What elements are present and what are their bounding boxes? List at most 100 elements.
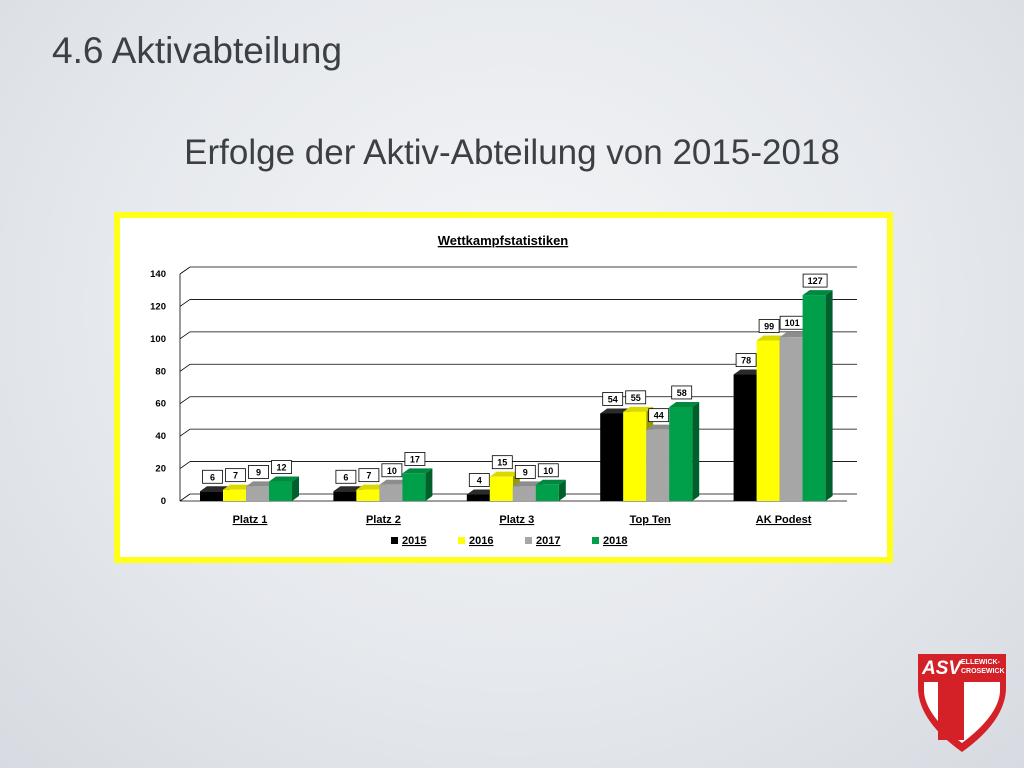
grid-depth-line: [179, 363, 191, 372]
y-tick-label: 20: [155, 464, 166, 475]
legend-label: 2017: [536, 535, 560, 547]
chart-frame: Wettkampfstatistiken 0 20 40 60 80 100 120 140 6 7…: [114, 212, 893, 563]
data-label-box: [248, 465, 269, 479]
legend-swatch: [458, 537, 465, 544]
logo-white-stripe: [938, 682, 964, 740]
data-label-box: [381, 463, 403, 478]
data-label: 6: [210, 472, 215, 482]
grid-depth-line: [179, 461, 191, 469]
y-tick-label: 140: [150, 269, 166, 280]
bar-top: [489, 471, 520, 477]
data-label-box: [404, 452, 426, 466]
data-label-box: [671, 385, 693, 400]
chart-title: Wettkampfstatistiken: [438, 233, 569, 248]
data-label: 44: [654, 411, 664, 421]
bar: [535, 484, 559, 501]
y-tick-label: 40: [155, 431, 166, 442]
bar-top: [246, 481, 276, 487]
data-label-box: [271, 460, 292, 474]
grid-depth-line: [179, 266, 191, 275]
data-label: 127: [808, 276, 823, 286]
bar: [356, 489, 380, 501]
grid-depth-line: [179, 331, 191, 340]
x-tick-label: Platz 2: [366, 514, 401, 526]
data-label: 99: [764, 321, 774, 331]
data-label-box: [335, 469, 357, 484]
data-label-box: [514, 465, 536, 479]
legend-label: 2018: [603, 535, 627, 547]
data-label: 9: [523, 467, 528, 477]
asv-logo: ASV ELLEWICK- CROSEWICK: [918, 654, 1006, 752]
bar-top: [802, 290, 833, 296]
bar-top: [646, 424, 677, 430]
bar-top: [733, 369, 764, 375]
data-label: 9: [256, 467, 261, 477]
bar: [402, 473, 426, 501]
bar: [200, 491, 223, 501]
bar-top: [402, 468, 433, 474]
bar-chart: Wettkampfstatistiken 0 20 40 60 80 100 120 140 6 7…: [150, 233, 857, 547]
bar: [489, 476, 513, 501]
bar-side: [425, 468, 433, 501]
bar-side: [692, 401, 700, 501]
data-label: 7: [366, 471, 371, 481]
x-tick-label: AK Podest: [756, 514, 812, 526]
y-tick-label: 120: [150, 301, 166, 312]
bar-top: [669, 401, 700, 407]
bar: [623, 411, 647, 501]
bar: [379, 484, 403, 501]
bar: [600, 413, 624, 501]
slide-title: 4.6 Aktivabteilung: [52, 30, 343, 71]
bar-top: [466, 489, 497, 495]
data-label-box: [802, 273, 828, 288]
bar: [802, 295, 826, 501]
data-label: 58: [677, 388, 687, 398]
grid-depth-line: [179, 428, 191, 437]
bar-top: [623, 406, 654, 412]
y-tick-label: 0: [161, 496, 166, 507]
data-label-box: [735, 353, 757, 367]
data-label-box: [648, 408, 670, 423]
data-label-box: [202, 469, 223, 484]
y-tick-label: 100: [150, 334, 166, 345]
logo-subtext-2: CROSEWICK: [961, 668, 1005, 675]
data-label-box: [358, 468, 380, 483]
grid-depth-line: [179, 396, 191, 405]
bar: [246, 486, 269, 501]
legend-swatch: [391, 537, 398, 544]
bar-top: [535, 479, 566, 485]
logo-text: ASV: [921, 658, 962, 679]
bar: [269, 481, 292, 501]
bar: [466, 494, 490, 501]
bar: [733, 374, 757, 501]
grid-depth-line: [179, 299, 191, 307]
data-label-box: [537, 463, 559, 478]
slide-subtitle: Erfolge der Aktiv-Abteilung von 2015-201…: [184, 133, 840, 172]
data-label: 55: [631, 393, 641, 403]
x-tick-label: Top Ten: [630, 514, 671, 526]
bar: [756, 340, 780, 501]
bar: [779, 337, 803, 501]
legend-swatch: [525, 537, 532, 544]
data-label: 7: [233, 471, 238, 481]
x-tick-label: Platz 1: [233, 514, 268, 526]
legend-label: 2016: [469, 535, 493, 547]
data-label-box: [225, 468, 246, 483]
bar: [333, 491, 357, 501]
data-label: 6: [343, 472, 348, 482]
data-label-box: [491, 455, 513, 470]
legend-label: 2015: [402, 535, 426, 547]
bar-top: [223, 484, 253, 490]
data-label: 101: [785, 318, 800, 328]
bar-top: [269, 476, 299, 482]
bar-top: [512, 481, 543, 487]
data-label: 54: [608, 394, 618, 404]
x-tick-label: Platz 3: [499, 514, 534, 526]
y-tick-label: 80: [155, 366, 166, 377]
bar-top: [779, 332, 810, 338]
legend-swatch: [592, 537, 599, 544]
data-label: 10: [543, 466, 553, 476]
data-label-box: [625, 390, 647, 405]
bar: [646, 429, 670, 501]
bar-side: [558, 479, 566, 501]
